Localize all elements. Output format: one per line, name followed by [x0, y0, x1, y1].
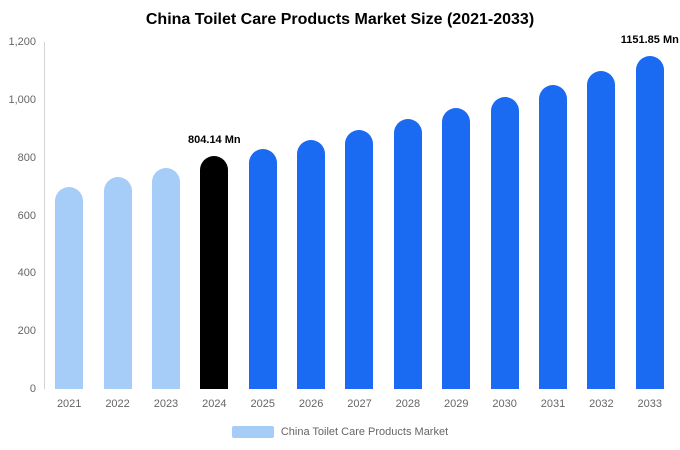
bar-slot: 2028	[384, 42, 432, 410]
legend: China Toilet Care Products Market	[0, 426, 680, 438]
bar-value-label: 804.14 Mn	[188, 134, 241, 147]
x-axis-label: 2022	[105, 398, 130, 410]
x-axis-label: 2033	[637, 398, 663, 410]
y-axis-tick-label: 400	[17, 267, 36, 280]
bar-slot: 2032	[577, 42, 625, 410]
x-axis-label: 2031	[540, 398, 566, 410]
bar-2033	[635, 55, 664, 389]
plot-area: 2021 2022 2023 2024 804.14 Mn 2025 2026 2027 202…	[44, 34, 679, 410]
bar-value-label: 1151.85 Mn	[620, 33, 679, 46]
y-axis-tick-label: 600	[17, 209, 36, 222]
legend-swatch	[231, 426, 274, 438]
x-axis-label: 2025	[250, 398, 275, 410]
y-axis-tick-label: 200	[17, 325, 36, 338]
bar-slot: 2024 804.14 Mn	[188, 42, 241, 410]
bar-2023	[151, 168, 180, 389]
bar-2031	[539, 84, 568, 389]
bar-slot: 2025	[239, 42, 287, 410]
bar-2030	[490, 96, 519, 389]
y-axis-tick-label: 800	[17, 151, 36, 164]
legend-label: China Toilet Care Products Market	[280, 426, 449, 438]
bar-slot: 2033 1151.85 Mn	[621, 34, 679, 410]
bar-slot: 2029	[432, 42, 480, 410]
bar-slot: 2030	[480, 42, 528, 410]
chart-title: China Toilet Care Products Market Size (…	[145, 11, 535, 28]
bar-2022	[103, 177, 132, 389]
bar-slot: 2031	[529, 42, 577, 410]
x-axis-label: 2024	[202, 398, 227, 410]
bar-2025	[248, 149, 277, 389]
x-axis-label: 2026	[298, 398, 324, 410]
bar-2024	[200, 156, 229, 389]
y-axis-tick-label: 1,000	[8, 93, 36, 106]
y-axis-tick-label: 0	[29, 383, 36, 395]
bar-2027	[345, 129, 374, 389]
bar-slot: 2021	[45, 42, 93, 410]
x-axis-label: 2032	[589, 398, 614, 410]
bar-2032	[587, 70, 616, 389]
bar-slot: 2026	[287, 42, 335, 410]
bar-slot: 2022	[93, 42, 141, 410]
bar-2021	[55, 186, 84, 389]
bar-2029	[442, 107, 471, 389]
bar-slot: 2027	[335, 42, 383, 410]
bar-2028	[393, 119, 422, 389]
bar-2026	[297, 140, 326, 389]
x-axis-label: 2023	[153, 398, 179, 410]
x-axis-label: 2027	[347, 398, 372, 410]
bar-slot: 2023	[142, 42, 190, 410]
x-axis-label: 2028	[395, 398, 421, 410]
y-axis: 0 200 400 600 800 1,000 1,200	[0, 36, 42, 395]
x-axis-label: 2029	[444, 398, 469, 410]
y-axis-tick-label: 1,200	[8, 36, 36, 48]
x-axis-label: 2021	[56, 398, 82, 410]
x-axis-label: 2030	[492, 398, 517, 410]
